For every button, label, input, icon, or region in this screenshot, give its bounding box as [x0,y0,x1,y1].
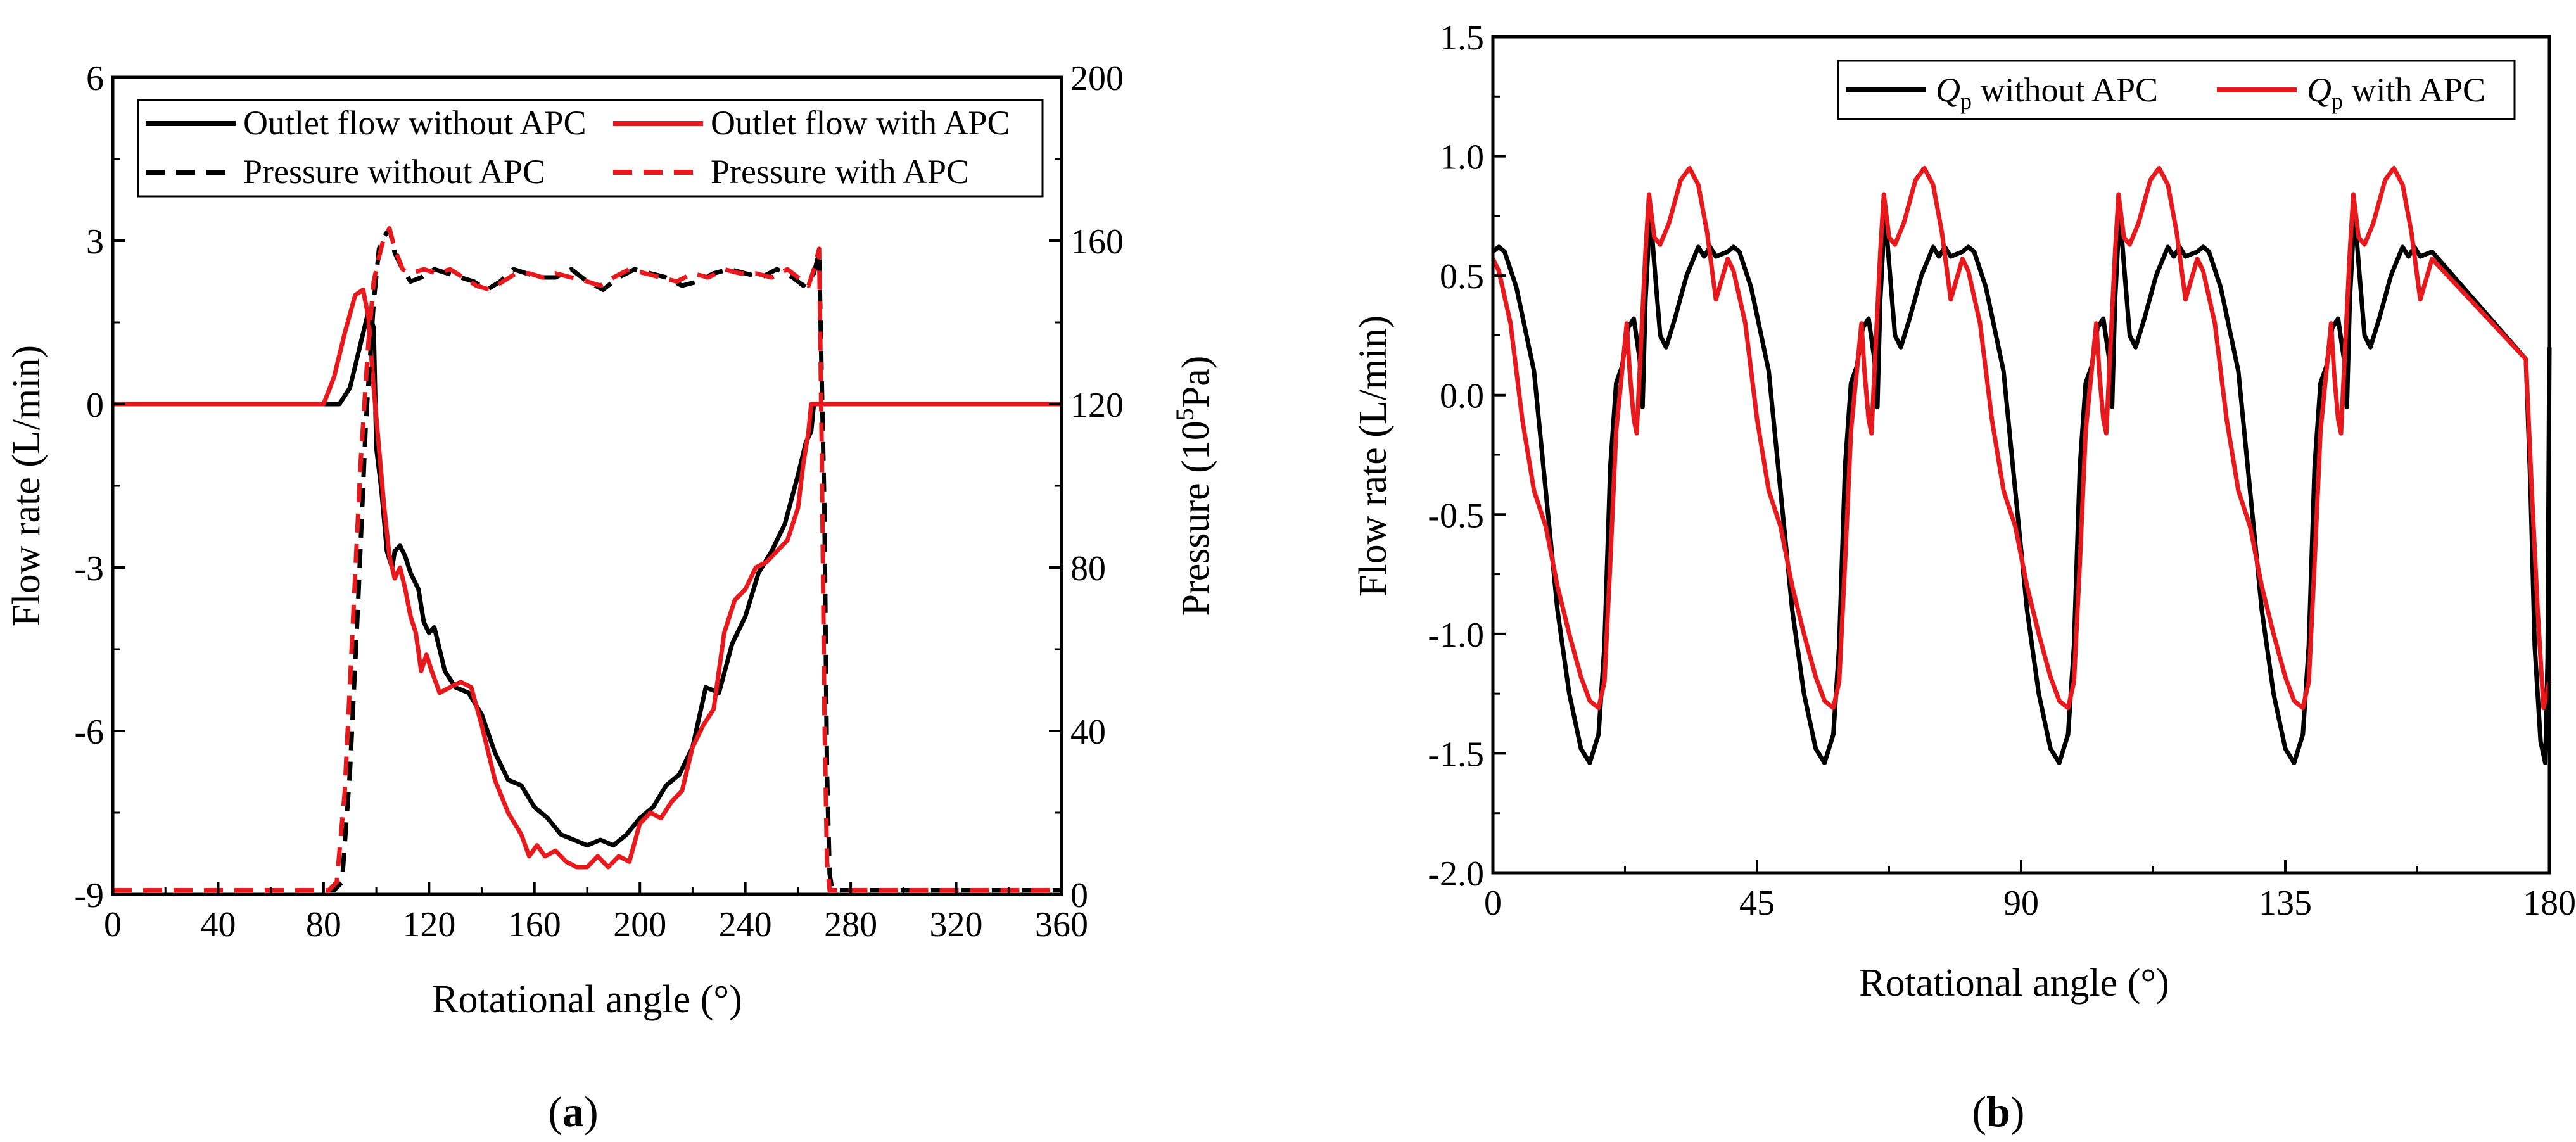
chart-b-xtick-label: 180 [2523,884,2576,923]
chart-a-xlabel: Rotational angle (°) [432,978,742,1021]
chart-b-xlabel: Rotational angle (°) [1859,961,2169,1005]
chart-a-x-ticks: 0 40 80 120 160 200 240 280 320 360 [104,882,1088,944]
chart-b-ytick-label: 0.0 [1440,377,1484,416]
chart-a-ytick-label: 0 [86,386,104,425]
chart-a-y2tick-label: 200 [1070,59,1124,98]
chart-b-y-ticks: 1.5 1.0 0.5 0.0 -0.5 -1.0 -1.5 -2.0 [1428,18,1506,894]
chart-a-xtick-label: 0 [104,905,122,944]
chart-b-ytick-label: 1.0 [1440,138,1484,177]
caption-a: (a) [548,1088,598,1136]
chart-a-ytick-label: 3 [86,222,104,262]
chart-a-ytick-label: -9 [74,876,104,915]
legend-label-outlet-without: Outlet flow without APC [243,104,587,142]
chart-a-y2tick-label: 40 [1070,713,1106,752]
chart-b-series [1490,165,2552,765]
chart-b-xtick-label: 45 [1739,884,1775,923]
chart-a-y2tick-label: 0 [1070,876,1088,915]
series-pressure-with-apc [113,226,1062,892]
legend-label-pressure-without: Pressure without APC [243,153,545,191]
chart-b-ytick-label: -2.0 [1428,854,1484,894]
chart-a-xtick-label: 160 [508,905,561,944]
chart-b-ytick-label: -1.0 [1428,616,1484,655]
caption-a-letter: a [562,1088,584,1136]
chart-a-xtick-label: 40 [200,905,236,944]
caption-b: (b) [1972,1088,2024,1136]
chart-b-xtick-label: 135 [2259,884,2312,923]
chart-b-x-ticks: 0 45 90 135 180 [1484,860,2576,923]
series-outlet-flow-without-apc [113,309,1062,848]
chart-a-ytick-label: 6 [86,59,104,98]
chart-a-legend: Outlet flow without APC Outlet flow with… [137,99,1044,198]
chart-b-ytick-label: -1.5 [1428,735,1484,774]
chart-b-legend: Qp without APC Qp with APC [1837,60,2516,120]
series-qp-with-apc [1490,165,2552,711]
chart-b-xtick-label: 90 [2003,884,2039,923]
chart-b-ytick-label: -0.5 [1428,496,1484,535]
legend-label-qp-with: Qp with APC [2307,71,2485,114]
legend-label-pressure-with: Pressure with APC [711,153,969,191]
chart-b-xtick-label: 0 [1484,884,1502,923]
chart-b-ylabel: Flow rate (L/min) [1352,315,1395,597]
chart-a-xtick-label: 240 [719,905,772,944]
chart-a-y-ticks: 6 3 0 -3 -6 -9 [74,59,125,915]
chart-b-legend-box [1837,60,2516,120]
series-qp-without-apc [1491,208,2552,765]
chart-a-ytick-label: -3 [74,549,104,588]
chart-a-xtick-label: 80 [306,905,341,944]
chart-a-y2-ticks: 200 160 120 80 40 0 [1049,59,1124,915]
caption-b-letter: b [1986,1088,2010,1136]
series-outlet-flow-with-apc [113,287,1062,870]
chart-a: 0 40 80 120 160 200 240 280 320 360 6 3 0 -3 -6 -9 200… [5,59,1217,1136]
chart-b-ytick-label: 0.5 [1440,257,1484,296]
chart-a-series [113,226,1062,892]
chart-b-ytick-label: 1.5 [1440,18,1484,58]
chart-a-xtick-label: 360 [1035,905,1088,944]
chart-a-xtick-label: 120 [402,905,455,944]
chart-a-y2tick-label: 80 [1070,549,1106,588]
chart-a-xtick-label: 200 [613,905,666,944]
chart-a-ylabel: Flow rate (L/min) [5,345,48,626]
legend-label-outlet-with: Outlet flow with APC [711,104,1010,142]
legend-label-qp-without: Qp without APC [1936,71,2158,114]
chart-a-xtick-label: 280 [824,905,877,944]
chart-b-frame [1491,35,2551,875]
chart-a-xtick-label: 320 [930,905,983,944]
chart-a-y2label: Pressure (105Pa) [1171,356,1217,616]
chart-a-y2tick-label: 120 [1070,386,1124,425]
chart-a-legend-box [137,99,1044,198]
chart-a-ytick-label: -6 [74,713,104,752]
chart-b: 0 45 90 135 180 1.5 1.0 0.5 0.0 -0.5 -1.0 -1.5 -2.0… [1352,18,2576,1136]
series-pressure-without-apc [113,226,1062,892]
chart-a-y2tick-label: 160 [1070,222,1124,262]
chart-a-frame [111,75,1063,896]
